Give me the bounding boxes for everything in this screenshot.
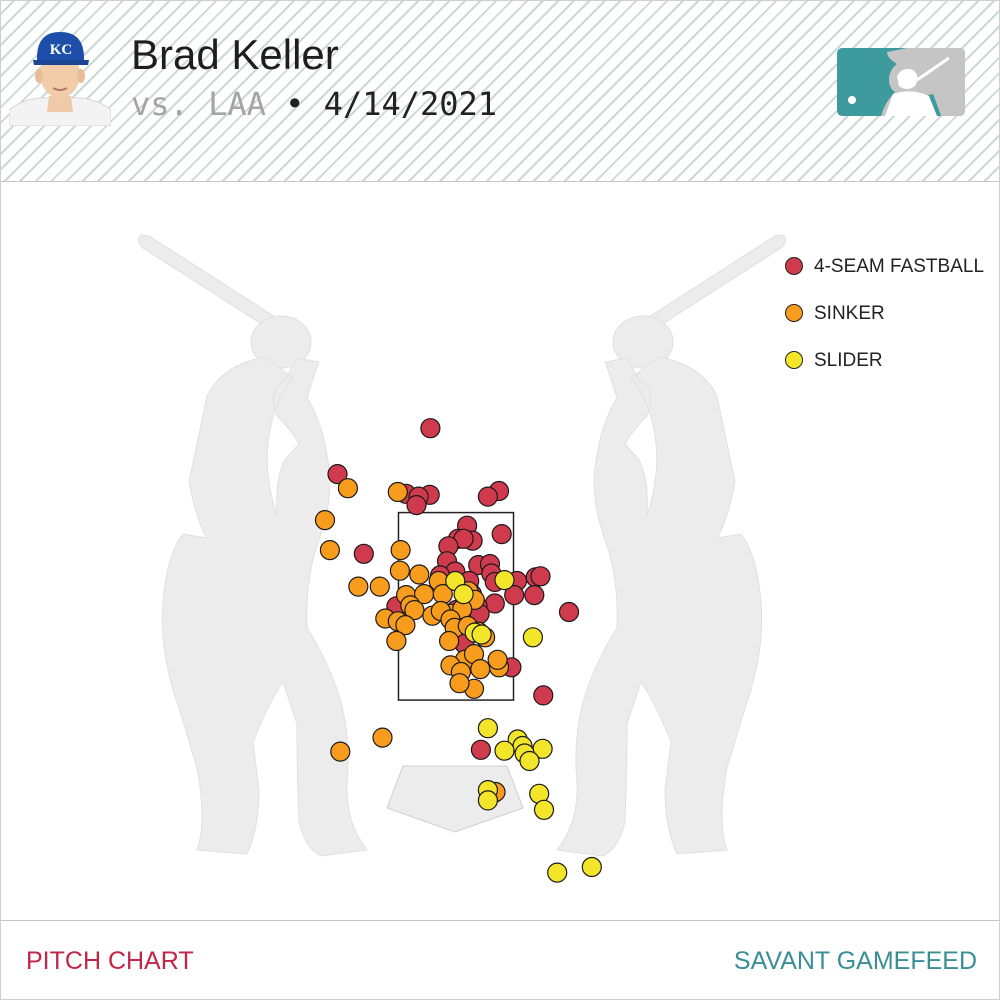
pitch-point-4-seam-fastball-28[interactable] (524, 585, 545, 606)
pitch-point-slider-6[interactable] (477, 718, 498, 739)
legend-swatch-4-seam-fastball (785, 257, 803, 275)
pitch-point-sinker-8[interactable] (409, 564, 430, 585)
pitch-point-sinker-35[interactable] (470, 659, 491, 680)
mlb-logo-icon (837, 48, 965, 116)
pitch-point-slider-17[interactable] (547, 862, 568, 883)
pitch-point-slider-2[interactable] (453, 584, 474, 605)
savant-gamefeed-link[interactable]: SAVANT GAMEFEED (733, 947, 977, 975)
pitch-point-sinker-4[interactable] (390, 540, 411, 561)
separator-dot: • (265, 85, 324, 123)
pitch-point-4-seam-fastball-0[interactable] (420, 418, 441, 439)
pitch-point-sinker-5[interactable] (389, 560, 410, 581)
legend-label-4-seam-fastball: 4-SEAM FASTBALL (814, 256, 985, 277)
pitch-point-4-seam-fastball-25[interactable] (530, 566, 551, 587)
pitch-point-slider-5[interactable] (522, 627, 544, 648)
pitch-point-sinker-39[interactable] (449, 673, 470, 694)
pitch-point-sinker-14[interactable] (404, 600, 425, 621)
pitch-point-slider-4[interactable] (471, 624, 492, 645)
pitch-point-4-seam-fastball-12[interactable] (491, 524, 512, 545)
pitch-points (314, 418, 602, 883)
footer: PITCH CHART SAVANT GAMEFEED (1, 920, 999, 999)
legend-swatch-slider (785, 351, 803, 369)
pitch-point-4-seam-fastball-5[interactable] (406, 495, 427, 516)
team-logo-text: KC (50, 42, 73, 58)
team-headshot-icon: KC (9, 32, 111, 126)
header: KC Brad Keller vs. LAA • 4/14/2021 (1, 1, 999, 182)
pitch-point-sinker-3[interactable] (319, 540, 340, 561)
pitch-point-sinker-6[interactable] (348, 576, 369, 597)
pitch-point-sinker-41[interactable] (330, 741, 351, 762)
left-batter-silhouette-icon (137, 234, 368, 857)
pitch-point-sinker-7[interactable] (369, 576, 390, 597)
pitch-point-4-seam-fastball-7[interactable] (477, 486, 498, 507)
pitch-point-sinker-38[interactable] (487, 649, 508, 670)
game-subline: vs. LAA • 4/14/2021 (131, 85, 497, 123)
pitch-point-sinker-2[interactable] (314, 510, 336, 531)
pitch-point-slider-12[interactable] (519, 750, 540, 772)
legend-swatch-sinker (785, 304, 803, 322)
pitch-point-sinker-23[interactable] (395, 615, 416, 636)
pitch-chart-link[interactable]: PITCH CHART (26, 947, 194, 975)
pitch-point-slider-18[interactable] (581, 856, 602, 878)
pitch-plot (137, 234, 787, 883)
pitch-point-4-seam-fastball-34[interactable] (558, 601, 580, 623)
pitch-point-sinker-29[interactable] (386, 630, 407, 652)
pitch-point-4-seam-fastball-38[interactable] (470, 739, 491, 760)
legend-label-sinker: SINKER (814, 303, 885, 324)
pitch-point-slider-10[interactable] (494, 740, 515, 761)
player-name: Brad Keller (131, 31, 339, 78)
pitch-point-slider-1[interactable] (494, 570, 515, 591)
pitch-point-slider-14[interactable] (477, 790, 498, 811)
pitch-point-sinker-30[interactable] (439, 630, 460, 652)
pitch-point-4-seam-fastball-27[interactable] (504, 585, 525, 606)
pitch-point-sinker-0[interactable] (337, 478, 358, 499)
chart-area: 4-SEAM FASTBALL SINKER SLIDER (1, 182, 999, 920)
legend-label-slider: SLIDER (814, 350, 883, 371)
opponent-label: vs. LAA (131, 85, 266, 123)
pitch-point-4-seam-fastball-14[interactable] (353, 543, 374, 564)
pitch-point-sinker-1[interactable] (387, 481, 408, 503)
batter-silhouettes (137, 234, 787, 857)
pitch-point-sinker-40[interactable] (372, 727, 393, 748)
game-date: 4/14/2021 (323, 85, 498, 123)
pitch-point-slider-16[interactable] (533, 799, 555, 820)
right-batter-silhouette-icon (556, 234, 787, 857)
pitch-point-4-seam-fastball-1[interactable] (327, 464, 348, 485)
pitch-point-4-seam-fastball-37[interactable] (533, 685, 554, 706)
